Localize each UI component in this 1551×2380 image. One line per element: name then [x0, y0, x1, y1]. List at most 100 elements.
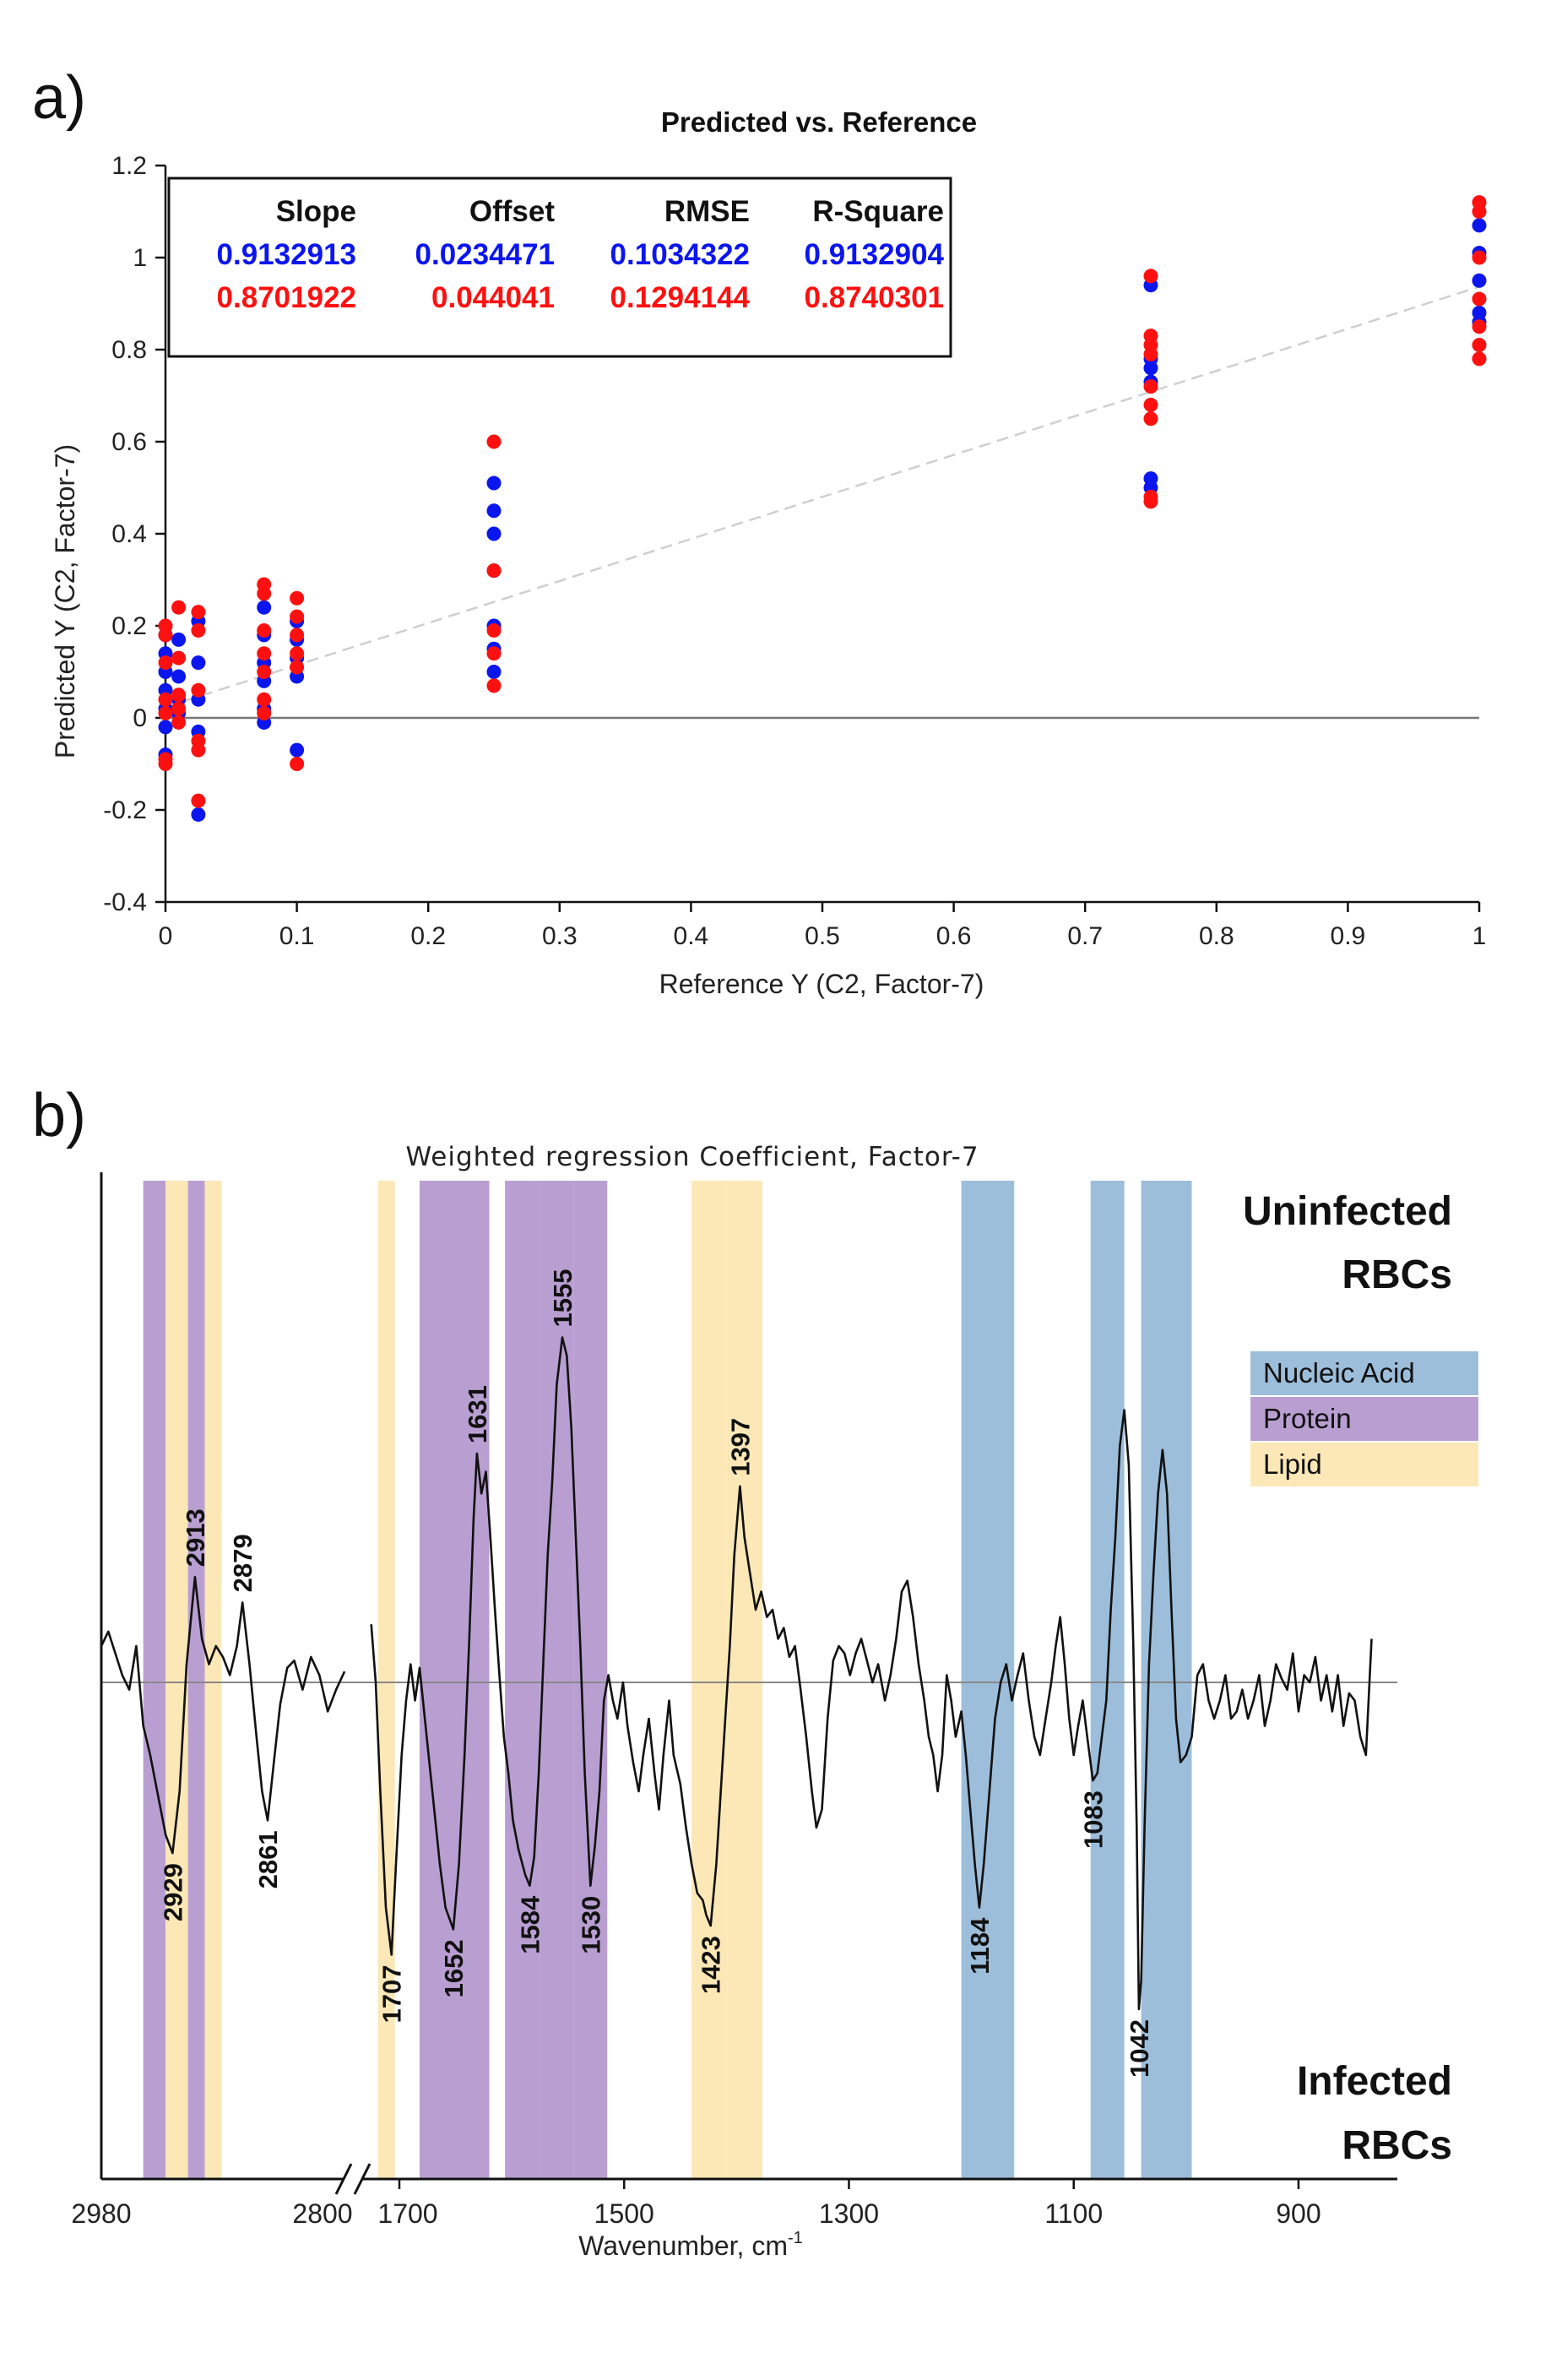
validation-point — [257, 665, 272, 679]
chart-a-xtick-label: 0.4 — [674, 922, 709, 950]
legend-label: Nucleic Acid — [1263, 1357, 1415, 1388]
chart-a-xtick-label: 1 — [1472, 922, 1487, 950]
chart-a-xlabel: Reference Y (C2, Factor-7) — [659, 969, 984, 999]
validation-point — [486, 622, 502, 638]
peak-label: 1397 — [725, 1418, 755, 1476]
lipid-band — [165, 1181, 188, 2179]
validation-point — [171, 600, 187, 615]
chart-a-ytick-label: 0.8 — [111, 336, 147, 364]
stats-validation-value: 0.8701922 — [217, 281, 356, 314]
validation-point — [1143, 494, 1158, 509]
calibration-point — [171, 669, 187, 684]
calibration-point — [191, 655, 206, 671]
stats-validation-value: 0.044041 — [431, 281, 555, 314]
axis-break-icon — [334, 2163, 371, 2195]
peak-label: 2879 — [228, 1534, 258, 1592]
chart-b-peak-labels: 2913 2879 1631 1555 1397 2929 2861 1707 1652 1584… — [158, 1269, 1154, 2078]
validation-point — [1472, 319, 1487, 334]
chart-a-axes: 1.2 1 0.8 0.6 0.4 0.2 0 -0.2 -0.4 0 0.1 0.2 0.3 0.4 0.… — [103, 152, 1486, 950]
chart-a-xtick-label: 0 — [159, 922, 173, 950]
chart-b-xtick-label: 2800 — [292, 2198, 352, 2229]
lipid-band — [727, 1181, 762, 2179]
uninfected-label-line1: Uninfected — [1243, 1189, 1452, 1234]
validation-point — [290, 609, 305, 624]
chart-b-xtick-label: 900 — [1276, 2198, 1321, 2229]
validation-point — [290, 646, 305, 661]
chart-a-xtick-label: 0.6 — [936, 922, 972, 950]
chart-a-ytick-label: 0.2 — [111, 612, 147, 640]
peak-label: 1652 — [439, 1939, 469, 1997]
validation-point — [486, 678, 502, 693]
validation-point — [1143, 269, 1158, 284]
calibration-point — [1143, 361, 1158, 376]
regression-line — [165, 285, 1480, 709]
validation-point — [1472, 338, 1487, 353]
chart-a-ytick-label: 1 — [133, 244, 147, 272]
validation-point — [486, 646, 502, 661]
stats-validation-value: 0.8740301 — [805, 281, 944, 314]
chart-a-regression-line — [165, 285, 1480, 709]
calibration-point — [486, 526, 502, 541]
validation-point — [1472, 351, 1487, 367]
stats-header: Offset — [469, 195, 555, 228]
validation-point — [257, 622, 272, 638]
protein-band — [573, 1181, 608, 2179]
lipid-band — [377, 1181, 395, 2179]
chart-b-x-ticks: 2980 2800 1700 1500 1300 1100 900 — [71, 2179, 1321, 2229]
validation-point — [1472, 204, 1487, 219]
validation-point — [171, 650, 187, 666]
validation-point — [158, 706, 173, 721]
peak-label: 1631 — [463, 1385, 492, 1443]
calibration-point — [171, 632, 187, 647]
validation-point — [191, 793, 206, 808]
chart-a-ytick-label: 0.4 — [111, 520, 147, 548]
peak-label: 2913 — [181, 1508, 210, 1567]
panel-b-label: b) — [32, 1082, 86, 1149]
chart-b-xlabel: Wavenumber, cm-1 — [578, 2229, 803, 2261]
stats-header: R-Square — [812, 195, 944, 228]
stats-table: Slope Offset RMSE R-Square 0.9132913 0.023447… — [217, 195, 945, 314]
validation-point — [158, 757, 173, 771]
validation-point — [1143, 379, 1158, 394]
chart-b-xtick-label: 1100 — [1044, 2198, 1103, 2229]
calibration-point — [486, 475, 502, 491]
chart-b-xtick-label: 1500 — [594, 2198, 654, 2229]
peak-label: 1423 — [697, 1936, 726, 1994]
peak-label: 2929 — [158, 1863, 187, 1921]
spectrum-line-high — [100, 1576, 346, 1855]
chart-b-legend: Nucleic Acid Protein Lipid — [1250, 1351, 1478, 1486]
chart-a-ytick-label: -0.4 — [103, 888, 147, 916]
spectrum-line-low — [370, 1336, 1373, 2011]
legend-label: Lipid — [1263, 1448, 1322, 1480]
chart-b-xtick-label: 1700 — [377, 2198, 437, 2229]
validation-point — [191, 605, 206, 620]
panel-a-label: a) — [32, 64, 86, 132]
stats-box — [167, 177, 952, 358]
peak-label: 1530 — [576, 1896, 605, 1954]
validation-point — [1472, 291, 1487, 307]
lipid-band — [691, 1181, 728, 2179]
calibration-point — [1472, 273, 1487, 288]
stats-calibration-value: 0.9132913 — [217, 238, 356, 271]
protein-band — [505, 1181, 540, 2179]
peak-label: 1707 — [377, 1965, 407, 2024]
calibration-point — [158, 720, 173, 735]
calibration-point — [1472, 218, 1487, 233]
calibration-point — [486, 503, 502, 519]
validation-point — [191, 682, 206, 698]
chart-a-title: Predicted vs. Reference — [661, 106, 977, 138]
validation-point — [1143, 346, 1158, 361]
validation-point — [290, 590, 305, 606]
chart-b-curve — [100, 1336, 1373, 2011]
peak-label: 1584 — [515, 1895, 545, 1954]
chart-a-xtick-label: 0.8 — [1199, 922, 1234, 950]
peak-label: 2861 — [253, 1830, 283, 1888]
chart-b-xtick-label: 2980 — [71, 2198, 131, 2229]
validation-point — [290, 757, 305, 771]
peak-label: 1184 — [965, 1917, 995, 1975]
chart-a-xtick-label: 0.1 — [279, 922, 315, 950]
chart-a-points — [158, 195, 1487, 822]
legend-swatch — [1250, 1351, 1478, 1395]
validation-point — [1143, 411, 1158, 427]
validation-point — [257, 692, 272, 707]
